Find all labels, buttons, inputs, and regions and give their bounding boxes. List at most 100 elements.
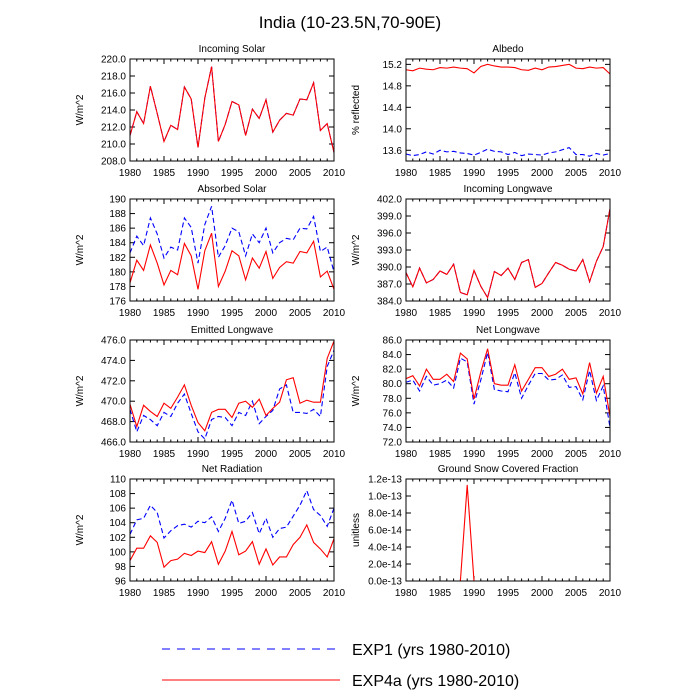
plot-frame-net-longwave [405,339,611,443]
x-tick-label-albedo: 2005 [565,168,588,179]
x-tick-label-incoming-solar: 1995 [221,168,244,179]
x-tick-label-net-radiation: 2005 [289,588,312,599]
x-tick-label-net-longwave: 1990 [463,449,486,460]
series-line-exp4a-net-radiation [129,523,335,569]
legend-label-exp4a: EXP4a (yrs 1980-2010) [352,673,519,690]
y-tick-label-incoming-longwave: 390.0 [377,263,402,274]
y-axis-label-albedo: % reflected [351,85,362,135]
plot-frame-emitted-longwave [129,339,335,443]
series-line-exp1-incoming-longwave [405,208,611,300]
series-line-exp1-absorbed-solar [129,206,335,273]
y-tick-label-ground-snow-covered-fraction: 8.0e-14 [368,509,402,520]
y-tick-label-incoming-solar: 210.0 [101,140,126,151]
x-tick-label-emitted-longwave: 1990 [187,449,210,460]
x-tick-label-albedo: 1985 [429,168,452,179]
plot-frame-incoming-longwave [405,198,611,302]
x-tick-label-ground-snow-covered-fraction: 1980 [395,588,418,599]
y-tick-label-incoming-solar: 218.0 [101,72,126,83]
x-tick-label-incoming-solar: 2010 [323,168,346,179]
x-tick-label-net-longwave: 1985 [429,449,452,460]
y-axis-label-emitted-longwave: W/m^2 [75,375,86,406]
series-line-exp4a-absorbed-solar [129,233,335,290]
y-tick-label-ground-snow-covered-fraction: 6.0e-14 [368,526,402,537]
series-line-exp1-incoming-solar [129,66,335,153]
panel-incoming-longwave: Incoming Longwave W/m^2 384.0 387.0 390.0 393… [351,184,622,319]
y-tick-label-albedo: 13.6 [383,146,403,157]
y-tick-label-net-longwave: 86.0 [383,336,403,347]
y-tick-label-ground-snow-covered-fraction: 1.2e-13 [368,475,402,486]
y-tick-label-emitted-longwave: 474.0 [101,356,126,367]
series-line-exp4a-incoming-longwave [405,208,611,300]
x-tick-label-incoming-longwave: 2000 [531,308,554,319]
y-tick-label-net-longwave: 74.0 [383,423,403,434]
y-tick-label-net-longwave: 84.0 [383,350,403,361]
x-tick-label-incoming-longwave: 1995 [497,308,520,319]
y-tick-label-net-longwave: 78.0 [383,394,403,405]
x-tick-label-albedo: 2000 [531,168,554,179]
x-tick-label-albedo: 2010 [599,168,622,179]
panel-title-incoming-longwave: Incoming Longwave [464,184,553,195]
y-tick-label-net-longwave: 82.0 [383,365,403,376]
legend-label-exp1: EXP1 (yrs 1980-2010) [352,642,510,659]
x-tick-label-absorbed-solar: 2005 [289,308,312,319]
x-tick-label-absorbed-solar: 1990 [187,308,210,319]
y-axis-label-absorbed-solar: W/m^2 [75,234,86,265]
x-tick-label-absorbed-solar: 2000 [255,308,278,319]
panel-absorbed-solar: Absorbed Solar W/m^2 176 178 180 182 184 186 188… [75,184,346,319]
y-tick-label-absorbed-solar: 178 [109,282,126,293]
y-tick-label-ground-snow-covered-fraction: 0.0e-13 [368,577,402,588]
y-tick-label-incoming-longwave: 393.0 [377,246,402,257]
x-tick-label-net-radiation: 1990 [187,588,210,599]
series-line-exp1-net-radiation [129,489,335,540]
x-tick-label-incoming-longwave: 1985 [429,308,452,319]
panel-title-emitted-longwave: Emitted Longwave [191,325,274,336]
y-axis-label-incoming-solar: W/m^2 [75,94,86,125]
y-tick-label-incoming-solar: 216.0 [101,89,126,100]
plot-frame-absorbed-solar [129,198,335,302]
x-tick-label-incoming-solar: 2005 [289,168,312,179]
y-tick-label-absorbed-solar: 190 [109,195,126,206]
x-tick-label-net-radiation: 1985 [153,588,176,599]
series-line-exp4a-albedo [405,63,611,75]
series-line-exp1-net-longwave [405,352,611,428]
panel-ground-snow-covered-fraction: Ground Snow Covered Fraction unitless 0.0e… [351,464,622,599]
series-line-exp1-emitted-longwave [129,349,335,440]
series-line-exp4a-incoming-solar [129,66,335,153]
x-tick-label-ground-snow-covered-fraction: 2010 [599,588,622,599]
x-tick-label-absorbed-solar: 1980 [119,308,142,319]
y-tick-label-incoming-longwave: 387.0 [377,280,402,291]
series-line-exp1-albedo [405,146,611,157]
x-tick-label-incoming-solar: 2000 [255,168,278,179]
panel-title-incoming-solar: Incoming Solar [199,44,266,55]
y-axis-label-ground-snow-covered-fraction: unitless [351,513,362,547]
x-tick-label-incoming-longwave: 2005 [565,308,588,319]
y-tick-label-net-radiation: 108 [109,489,126,500]
y-tick-label-incoming-longwave: 384.0 [377,297,402,308]
y-tick-label-absorbed-solar: 188 [109,209,126,220]
y-tick-label-ground-snow-covered-fraction: 1.0e-13 [368,492,402,503]
panel-title-ground-snow-covered-fraction: Ground Snow Covered Fraction [438,464,579,475]
x-tick-label-emitted-longwave: 1985 [153,449,176,460]
y-tick-label-incoming-longwave: 402.0 [377,195,402,206]
x-tick-label-net-radiation: 2000 [255,588,278,599]
x-tick-label-albedo: 1980 [395,168,418,179]
x-tick-label-net-longwave: 2005 [565,449,588,460]
y-tick-label-absorbed-solar: 180 [109,267,126,278]
y-tick-label-albedo: 14.8 [383,81,403,92]
y-tick-label-albedo: 14.0 [383,124,403,135]
y-tick-label-net-radiation: 104 [109,518,126,529]
panel-title-net-radiation: Net Radiation [202,464,263,475]
x-tick-label-emitted-longwave: 2000 [255,449,278,460]
panel-albedo: Albedo % reflected 13.6 14.0 14.4 14.8 15.2 198… [351,44,622,179]
panel-net-radiation: Net Radiation W/m^2 96 98 100 102 104 106 108 110… [75,464,346,599]
plot-frame-albedo [405,58,611,162]
y-tick-label-emitted-longwave: 470.0 [101,397,126,408]
y-tick-label-emitted-longwave: 472.0 [101,376,126,387]
y-tick-label-absorbed-solar: 182 [109,253,126,264]
x-tick-label-net-longwave: 1980 [395,449,418,460]
y-axis-label-incoming-longwave: W/m^2 [351,234,362,265]
y-tick-label-absorbed-solar: 184 [109,238,126,249]
x-tick-label-net-radiation: 2010 [323,588,346,599]
y-tick-label-emitted-longwave: 468.0 [101,417,126,428]
